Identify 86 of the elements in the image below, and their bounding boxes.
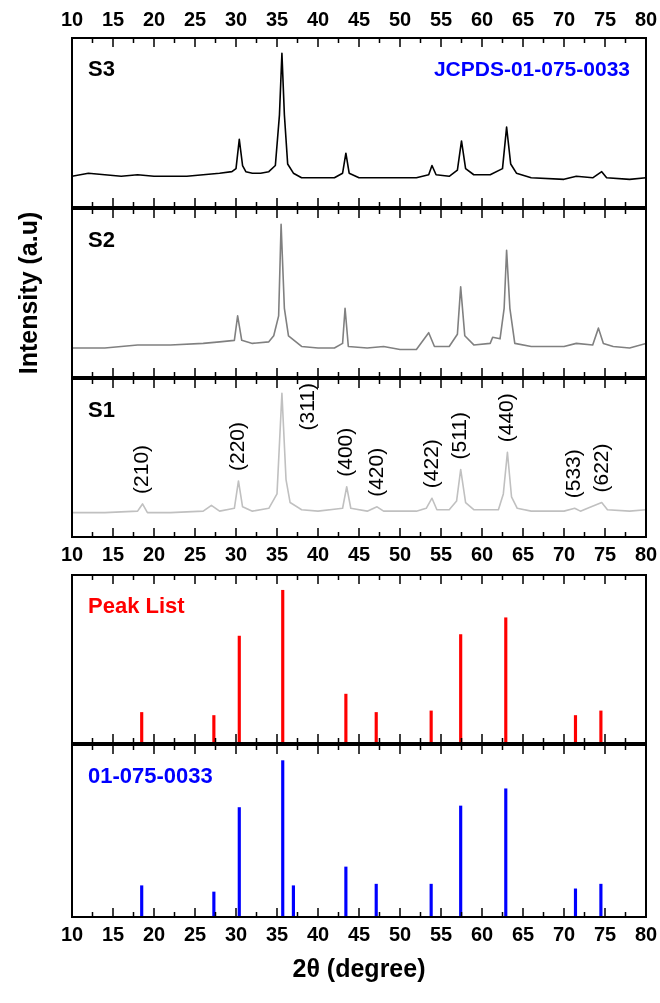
bar: [140, 712, 144, 743]
x-tick-label: 35: [265, 542, 289, 565]
annotation: (210): [129, 444, 153, 494]
x-tick-label: 80: [634, 7, 658, 30]
x-tick-label: 55: [429, 922, 453, 945]
x-tick-label: 55: [429, 7, 453, 30]
annotation: (622): [588, 443, 612, 493]
x-tick-label: 50: [388, 7, 412, 30]
text: S3: [88, 56, 115, 81]
bar: [504, 788, 508, 917]
annotation: (511): [447, 412, 471, 460]
x-tick-label: 10: [60, 922, 84, 945]
bar: [459, 805, 463, 917]
x-tick-label: 60: [470, 542, 494, 565]
bar: [212, 891, 216, 917]
x-tick-label: 10: [60, 542, 84, 565]
bar: [573, 715, 578, 743]
x-tick-label: 60: [470, 7, 494, 30]
x-tick-label: 40: [306, 7, 330, 30]
x-tick-label: 65: [511, 922, 535, 945]
x-tick-label: 70: [552, 922, 576, 945]
bar: [291, 885, 295, 917]
x-tick-label: 20: [142, 922, 166, 945]
annotation: (220): [225, 421, 249, 471]
text: S2: [88, 227, 115, 252]
bar: [459, 634, 463, 743]
x-tick-label: 30: [224, 922, 248, 945]
bar: [504, 617, 508, 743]
x-tick-label: 75: [593, 542, 617, 565]
bar: [237, 807, 241, 917]
bar: [429, 883, 433, 917]
bar: [140, 885, 144, 917]
x-tick-label: 80: [634, 922, 658, 945]
bar: [344, 693, 348, 743]
annotation: (440): [494, 393, 518, 443]
x-tick-label: 65: [511, 542, 535, 565]
x-tick-label: 40: [306, 542, 330, 565]
bar: [281, 589, 285, 743]
x-tick-label: 40: [306, 922, 330, 945]
bar: [599, 883, 603, 917]
x-tick-label: 55: [429, 542, 453, 565]
bar: [573, 888, 578, 917]
x-tick-label: 15: [101, 922, 125, 945]
annotation: (420): [363, 447, 387, 497]
text: S1: [88, 397, 115, 422]
annotation: (400): [333, 427, 357, 477]
bar: [281, 760, 285, 917]
x-tick-label: 30: [224, 7, 248, 30]
x-tick-label: 50: [388, 922, 412, 945]
x-tick-label: 80: [634, 542, 658, 565]
x-tick-label: 30: [224, 542, 248, 565]
x-tick-label: 10: [60, 7, 84, 30]
x-tick-label: 75: [593, 7, 617, 30]
bar: [429, 710, 433, 743]
bar: [374, 883, 378, 917]
x-tick-label: 45: [347, 7, 371, 30]
x-tick-label: 20: [142, 542, 166, 565]
x-tick-label: 25: [183, 542, 207, 565]
x-tick-label: 45: [347, 922, 371, 945]
bar: [374, 712, 378, 743]
bar: [599, 710, 603, 743]
x-tick-label: 15: [101, 7, 125, 30]
annotation: (533): [561, 449, 585, 499]
bar: [344, 866, 348, 917]
x-tick-label: 65: [511, 7, 535, 30]
x-tick-label: 35: [265, 7, 289, 30]
x-tick-label: 70: [552, 542, 576, 565]
x-tick-label: 20: [142, 7, 166, 30]
x-tick-label: 45: [347, 542, 371, 565]
annotation: (311): [294, 383, 318, 431]
text: Peak List: [88, 593, 186, 618]
annotation: (422): [418, 439, 442, 489]
x-tick-label: 50: [388, 542, 412, 565]
x-tick-label: 60: [470, 922, 494, 945]
bar: [212, 715, 216, 743]
series-label: 01-075-0033: [88, 763, 213, 788]
x-axis-title: 2θ (degree): [292, 953, 426, 982]
x-tick-label: 35: [265, 922, 289, 945]
x-tick-label: 25: [183, 7, 207, 30]
bar: [237, 635, 241, 743]
annotation: JCPDS-01-075-0033: [433, 57, 630, 80]
x-tick-label: 75: [593, 922, 617, 945]
x-tick-label: 25: [183, 922, 207, 945]
y-axis-title: Intensity (a.u): [13, 211, 43, 375]
x-tick-label: 15: [101, 542, 125, 565]
x-tick-label: 70: [552, 7, 576, 30]
